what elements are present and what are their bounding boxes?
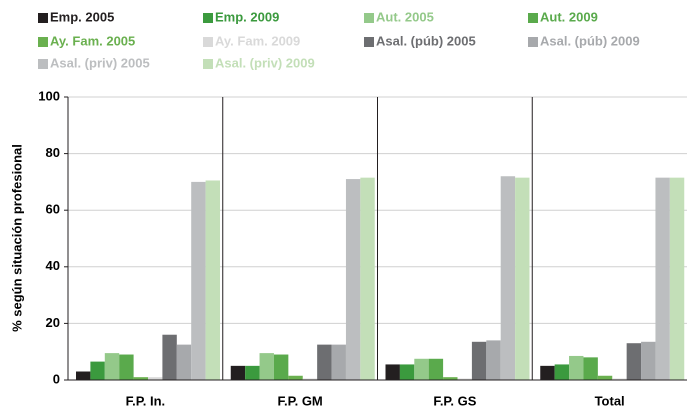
bar [273, 354, 289, 380]
bar [414, 358, 429, 380]
bar [597, 375, 613, 380]
bar [471, 341, 487, 380]
bar [612, 378, 627, 380]
legend-swatch [364, 37, 374, 47]
y-tick-label: 80 [46, 145, 60, 160]
bar [259, 353, 274, 380]
x-tick-label: F.P. In. [126, 393, 166, 408]
y-tick-label: 40 [46, 258, 60, 273]
legend-label: Aut. 2009 [540, 9, 598, 24]
legend-label: Ay. Fam. 2009 [215, 33, 300, 48]
bar [331, 344, 346, 380]
legend-swatch [364, 13, 374, 23]
y-tick-label: 0 [53, 371, 60, 386]
bar [641, 341, 656, 380]
legend-label: Asal. (púb) 2009 [540, 33, 640, 48]
bar [428, 358, 444, 380]
legend-label: Asal. (priv) 2009 [215, 55, 315, 70]
bar [569, 355, 584, 380]
legend-swatch [203, 59, 213, 69]
bar [245, 365, 260, 380]
bar [76, 371, 91, 380]
bar [317, 344, 332, 380]
y-tick-label: 60 [46, 202, 60, 217]
bar [457, 378, 472, 380]
legend-label: Emp. 2005 [50, 9, 114, 24]
bar [515, 177, 530, 380]
legend-swatch [38, 13, 48, 23]
bar [360, 177, 375, 380]
bar [133, 377, 148, 380]
bar [583, 357, 598, 380]
legend-swatch [203, 37, 213, 47]
bar [500, 176, 516, 380]
bar [205, 180, 220, 380]
bar [90, 361, 105, 380]
bar [148, 377, 163, 380]
bar [302, 378, 318, 380]
bar [345, 179, 361, 380]
legend-label: Asal. (priv) 2005 [50, 55, 150, 70]
bar [230, 365, 246, 380]
bar [399, 364, 415, 380]
legend-swatch [203, 13, 213, 23]
bar [655, 177, 670, 380]
bar [288, 375, 303, 380]
bar [443, 377, 458, 380]
legend-swatch [38, 37, 48, 47]
bar [554, 364, 570, 380]
legend-swatch [528, 13, 538, 23]
x-tick-label: Total [595, 393, 625, 408]
x-tick-label: F.P. GM [277, 393, 322, 408]
bar [191, 181, 206, 380]
legend-label: Emp. 2009 [215, 9, 279, 24]
legend-label: Asal. (púb) 2005 [376, 33, 476, 48]
legend-label: Aut. 2005 [376, 9, 434, 24]
bar [162, 334, 177, 380]
legend-swatch [38, 59, 48, 69]
bar [669, 177, 685, 380]
y-tick-label: 100 [38, 88, 60, 103]
x-tick-label: F.P. GS [433, 393, 476, 408]
legend-swatch [528, 37, 538, 47]
bar [119, 354, 134, 380]
bar [104, 353, 120, 380]
bar [626, 343, 642, 380]
y-axis-label: % según situación profesional [9, 144, 24, 332]
y-tick-label: 20 [46, 315, 60, 330]
bar [385, 364, 400, 380]
bar [540, 365, 555, 380]
bar [486, 340, 501, 380]
legend-label: Ay. Fam. 2005 [50, 33, 135, 48]
bar [176, 344, 192, 380]
